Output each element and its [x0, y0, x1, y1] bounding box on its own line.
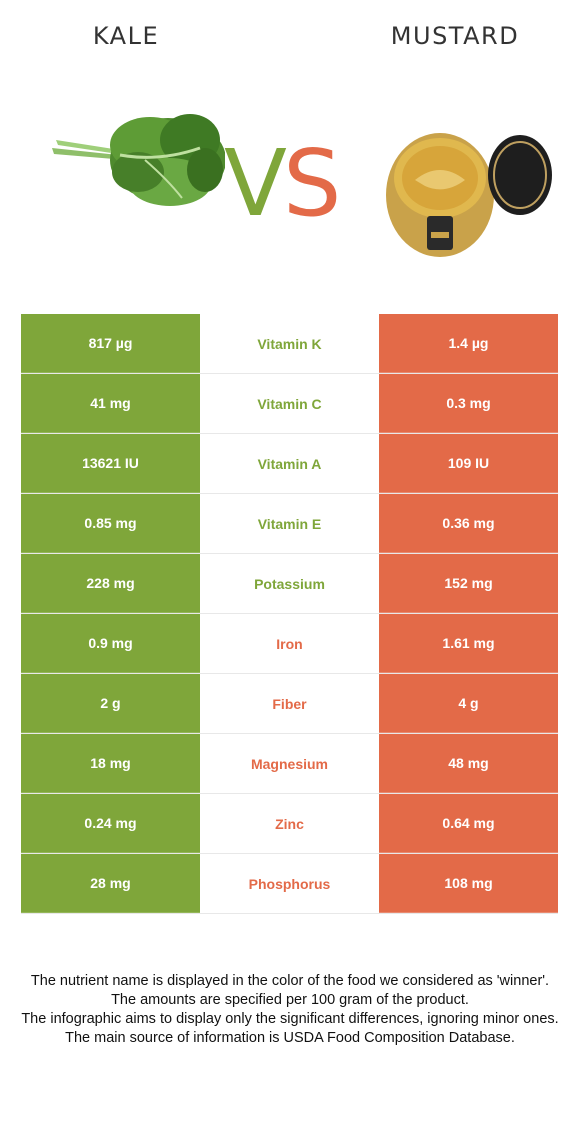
- nutrient-name: Potassium: [200, 554, 379, 613]
- footer-note: The amounts are specified per 100 gram o…: [111, 992, 469, 1008]
- nutrient-row: 28 mg Phosphorus 108 mg: [21, 854, 558, 914]
- left-value: 18 mg: [21, 734, 200, 793]
- nutrient-name: Iron: [200, 614, 379, 673]
- footer-note: The nutrient name is displayed in the co…: [30, 973, 550, 989]
- nutrient-name: Magnesium: [200, 734, 379, 793]
- mustard-jar-icon: [386, 133, 552, 257]
- nutrient-row: 2 g Fiber 4 g: [21, 674, 558, 734]
- vs-letter-s: S: [282, 130, 341, 237]
- right-value: 48 mg: [379, 734, 558, 793]
- comparison-header: KALE MUSTARD VS: [0, 0, 580, 300]
- left-value: 0.85 mg: [21, 494, 200, 553]
- left-value: 228 mg: [21, 554, 200, 613]
- food-title-left: KALE: [92, 22, 160, 50]
- right-value: 108 mg: [379, 854, 558, 913]
- left-value: 28 mg: [21, 854, 200, 913]
- nutrient-table: 817 µg Vitamin K 1.4 µg 41 mg Vitamin C 0.3 m…: [21, 314, 558, 914]
- right-value: 0.36 mg: [379, 494, 558, 553]
- right-value: 0.3 mg: [379, 374, 558, 433]
- vs-letter-v: V: [224, 130, 287, 237]
- nutrient-row: 0.85 mg Vitamin E 0.36 mg: [21, 494, 558, 554]
- nutrient-name: Vitamin K: [200, 314, 379, 373]
- left-value: 817 µg: [21, 314, 200, 373]
- nutrient-name: Fiber: [200, 674, 379, 733]
- left-value: 0.24 mg: [21, 794, 200, 853]
- right-value: 1.61 mg: [379, 614, 558, 673]
- left-value: 2 g: [21, 674, 200, 733]
- right-value: 1.4 µg: [379, 314, 558, 373]
- nutrient-row: 817 µg Vitamin K 1.4 µg: [21, 314, 558, 374]
- left-value: 41 mg: [21, 374, 200, 433]
- nutrient-row: 41 mg Vitamin C 0.3 mg: [21, 374, 558, 434]
- nutrient-row: 0.9 mg Iron 1.61 mg: [21, 614, 558, 674]
- nutrient-name: Vitamin E: [200, 494, 379, 553]
- nutrient-row: 13621 IU Vitamin A 109 IU: [21, 434, 558, 494]
- nutrient-name: Zinc: [200, 794, 379, 853]
- left-value: 13621 IU: [21, 434, 200, 493]
- right-value: 109 IU: [379, 434, 558, 493]
- food-title-right: MUSTARD: [390, 22, 520, 50]
- left-value: 0.9 mg: [21, 614, 200, 673]
- footer-note: The infographic aims to display only the…: [21, 1011, 559, 1027]
- footer-notes: The nutrient name is displayed in the co…: [20, 972, 560, 1048]
- nutrient-row: 0.24 mg Zinc 0.64 mg: [21, 794, 558, 854]
- footer-note: The main source of information is USDA F…: [65, 1030, 515, 1046]
- nutrient-name: Phosphorus: [200, 854, 379, 913]
- nutrient-row: 228 mg Potassium 152 mg: [21, 554, 558, 614]
- right-value: 152 mg: [379, 554, 558, 613]
- nutrient-name: Vitamin C: [200, 374, 379, 433]
- nutrient-row: 18 mg Magnesium 48 mg: [21, 734, 558, 794]
- right-value: 4 g: [379, 674, 558, 733]
- vs-label: VS: [224, 138, 341, 230]
- kale-leaf-icon: [52, 114, 225, 206]
- nutrient-name: Vitamin A: [200, 434, 379, 493]
- right-value: 0.64 mg: [379, 794, 558, 853]
